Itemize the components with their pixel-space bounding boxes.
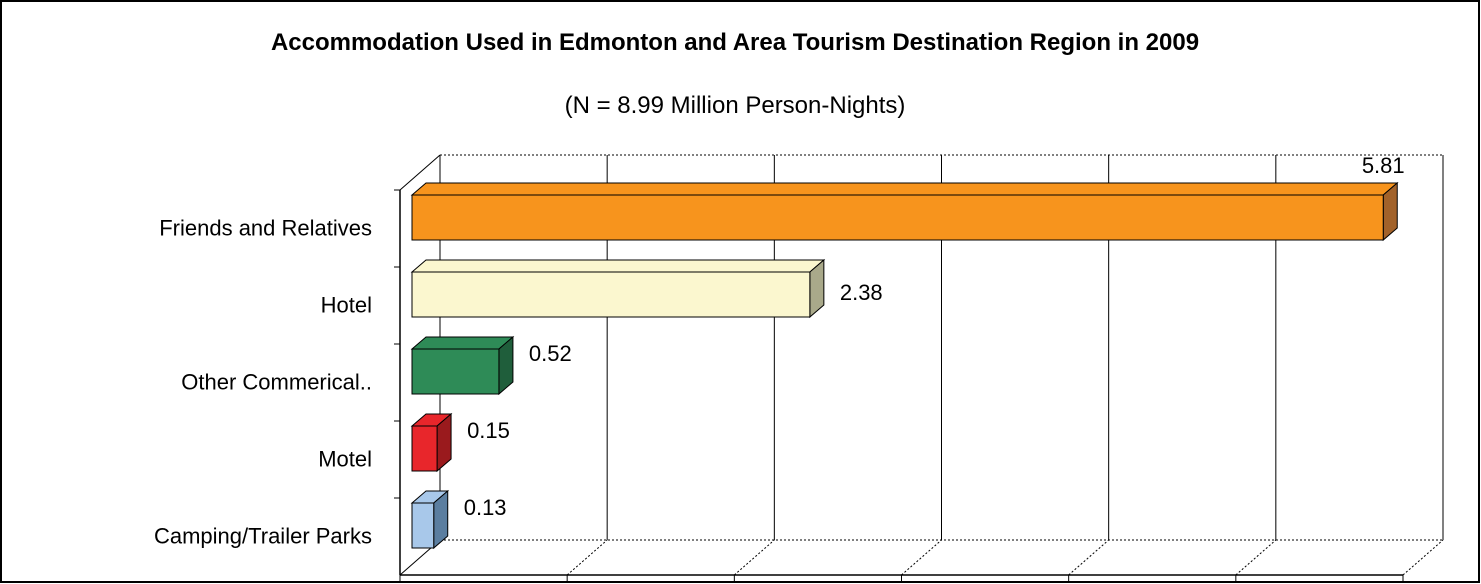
y-tick-label: Friends and Relatives	[159, 215, 372, 240]
bar	[411, 348, 500, 395]
y-tick-label: Hotel	[321, 292, 372, 317]
y-tick-label: Motel	[318, 446, 372, 471]
data-label: 5.81	[1362, 153, 1405, 178]
floor-line	[734, 539, 775, 576]
data-label: 2.38	[840, 280, 883, 305]
y-tick-label: Camping/Trailer Parks	[154, 523, 372, 548]
chart-title: Accommodation Used in Edmonton and Area …	[270, 29, 1200, 56]
floor-line	[1235, 539, 1277, 576]
floor-line	[566, 539, 608, 576]
data-label: 0.15	[467, 418, 510, 443]
data-label: 0.52	[529, 341, 572, 366]
floor-line	[1402, 539, 1444, 576]
data-label: 0.13	[464, 495, 507, 520]
bar-top	[410, 336, 515, 350]
chart-subtitle: (N = 8.99 Million Person-Nights)	[564, 92, 906, 119]
y-tick-label: Other Commerical..	[181, 369, 372, 394]
bar	[411, 194, 1384, 241]
left-wall-edge	[399, 154, 441, 191]
floor-line	[901, 539, 942, 576]
floor-line	[1068, 539, 1109, 576]
bar	[411, 502, 435, 549]
bar-top	[410, 259, 826, 273]
bar	[411, 425, 438, 472]
bar-top	[410, 182, 1399, 196]
bar	[411, 271, 811, 318]
